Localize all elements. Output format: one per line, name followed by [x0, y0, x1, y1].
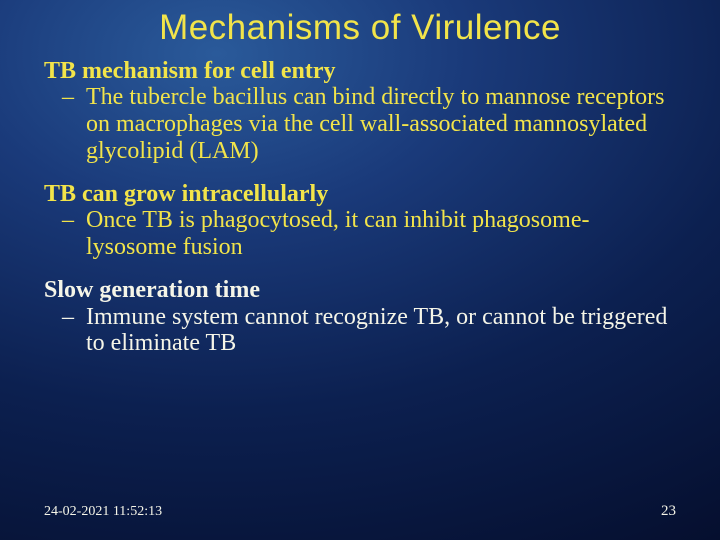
- section-2: TB can grow intracellularly – Once TB is…: [44, 181, 676, 261]
- section-1-sub-text: The tubercle bacillus can bind directly …: [86, 84, 664, 164]
- section-3-sub: – Immune system cannot recognize TB, or …: [44, 304, 676, 358]
- section-2-head: TB can grow intracellularly: [44, 181, 676, 207]
- slide-title: Mechanisms of Virulence: [44, 8, 676, 48]
- section-1-head: TB mechanism for cell entry: [44, 58, 676, 84]
- section-2-sub: – Once TB is phagocytosed, it can inhibi…: [44, 207, 676, 261]
- footer-timestamp: 24-02-2021 11:52:13: [44, 504, 162, 520]
- slide-container: Mechanisms of Virulence TB mechanism for…: [0, 0, 720, 540]
- footer-page-number: 23: [661, 503, 676, 520]
- section-3: Slow generation time – Immune system can…: [44, 277, 676, 357]
- section-1: TB mechanism for cell entry – The tuberc…: [44, 58, 676, 165]
- section-3-head: Slow generation time: [44, 277, 676, 303]
- section-3-sub-text: Immune system cannot recognize TB, or ca…: [86, 304, 667, 357]
- bullet-dash: –: [62, 304, 74, 331]
- section-2-sub-text: Once TB is phagocytosed, it can inhibit …: [86, 207, 589, 260]
- section-1-sub: – The tubercle bacillus can bind directl…: [44, 84, 676, 165]
- bullet-dash: –: [62, 207, 74, 234]
- bullet-dash: –: [62, 84, 74, 111]
